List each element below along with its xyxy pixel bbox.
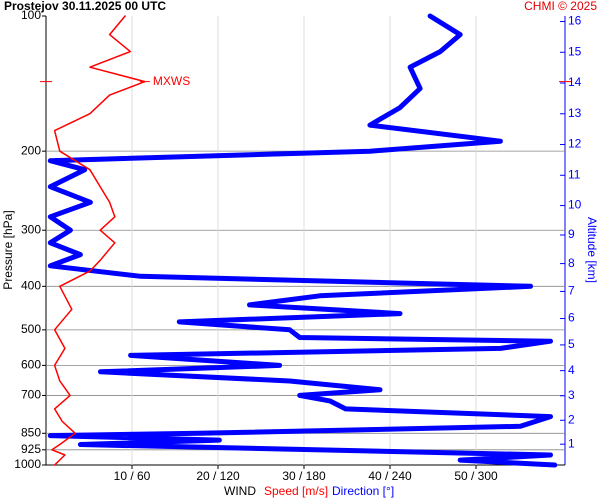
y2-tick-label: 2 [568, 412, 575, 426]
legend-speed: Speed [m/s] [264, 484, 328, 498]
y2-tick-label: 4 [568, 363, 575, 377]
y2-tick-label: 10 [568, 198, 582, 212]
y2-tick-label: 14 [568, 75, 582, 89]
y2-tick-label: 12 [568, 137, 582, 151]
y-tick-label: 400 [21, 278, 41, 292]
y-tick-label: 100 [21, 8, 41, 22]
y2-tick-label: 13 [568, 106, 582, 120]
y-tick-label: 1000 [14, 457, 41, 471]
x-tick-label: 40 / 240 [368, 469, 412, 483]
y-tick-label: 300 [21, 222, 41, 236]
chart-title: Prostejov 30.11.2025 00 UTC [4, 0, 166, 13]
y2-tick-label: 11 [568, 167, 581, 181]
y-axis-label: Pressure [hPa] [1, 210, 15, 289]
x-tick-label: 50 / 300 [454, 469, 498, 483]
y-tick-label: 600 [21, 358, 41, 372]
y2-axis-label: Altitude [km] [585, 217, 599, 283]
legend-direction: Direction [°] [332, 484, 394, 498]
y2-tick-label: 9 [568, 227, 575, 241]
y-tick-label: 700 [21, 388, 41, 402]
direction-line [47, 13, 558, 468]
x-axis-label: WIND [224, 484, 256, 498]
credit: CHMI © 2025 [524, 0, 597, 13]
speed-line [51, 15, 146, 466]
y2-tick-label: 3 [568, 388, 575, 402]
x-tick-label: 30 / 180 [282, 469, 326, 483]
y-tick-label: 850 [21, 425, 41, 439]
y-tick-label: 925 [21, 442, 41, 456]
annotation: MXWS [153, 74, 190, 88]
y2-tick-label: 8 [568, 256, 575, 270]
y2-tick-label: 5 [568, 337, 575, 351]
y2-tick-label: 6 [568, 311, 575, 325]
y2-tick-label: 1 [568, 436, 575, 450]
y-tick-label: 500 [21, 322, 41, 336]
y2-tick-label: 7 [568, 284, 575, 298]
x-tick-label: 10 / 60 [114, 469, 151, 483]
y2-tick-label: 16 [568, 14, 582, 28]
y2-tick-label: 15 [568, 44, 582, 58]
y-tick-label: 200 [21, 143, 41, 157]
x-tick-label: 20 / 120 [196, 469, 240, 483]
